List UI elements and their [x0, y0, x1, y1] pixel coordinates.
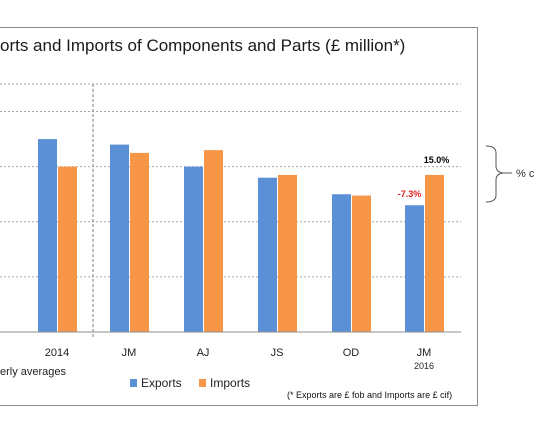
footnote: (* Exports are £ fob and Imports are £ c… — [287, 390, 453, 400]
annotations: 15.0% -7.3% — [398, 155, 450, 199]
legend-item-exports: Exports — [130, 376, 182, 390]
bar-imports-3 — [278, 174, 297, 332]
change-label: % c — [516, 168, 534, 180]
bar-imports-1 — [130, 152, 149, 332]
legend-item-imports: Imports — [199, 376, 250, 390]
bar-exports-0 — [38, 139, 57, 332]
x-tick-label: 2014 — [45, 347, 69, 359]
chart-title: orts and Imports of Components and Parts… — [0, 36, 406, 55]
data-label-1: -7.3% — [398, 189, 422, 199]
bar-imports-5 — [425, 174, 444, 332]
bar-imports-4 — [352, 195, 371, 332]
bar-exports-3 — [258, 177, 277, 332]
data-label-0: 15.0% — [424, 155, 450, 165]
bars — [38, 139, 444, 332]
bar-exports-1 — [110, 144, 129, 332]
legend-label-exports: Exports — [141, 376, 182, 390]
bar-exports-2 — [184, 166, 203, 332]
x-tick-label: OD — [343, 347, 360, 359]
bar-imports-0 — [58, 166, 77, 332]
legend: Exports Imports — [130, 376, 264, 390]
x-group-note: erly averages — [0, 366, 67, 378]
x-tick-labels: 2014 JM AJ JS OD JM 2016 — [45, 347, 434, 371]
legend-swatch-imports — [199, 379, 207, 387]
bar-imports-2 — [204, 150, 223, 332]
x-tick-label: JM — [122, 347, 137, 359]
bar-exports-4 — [332, 194, 351, 332]
change-bracket-icon — [485, 145, 504, 203]
bar-exports-5 — [405, 205, 424, 332]
chart-frame — [0, 27, 478, 406]
x-tick-label: JM — [417, 347, 432, 359]
x-tick-sublabel: 2016 — [414, 361, 434, 371]
x-tick-label: AJ — [197, 347, 210, 359]
legend-label-imports: Imports — [210, 376, 251, 390]
legend-swatch-exports — [130, 379, 137, 387]
x-tick-label: JS — [271, 347, 284, 359]
